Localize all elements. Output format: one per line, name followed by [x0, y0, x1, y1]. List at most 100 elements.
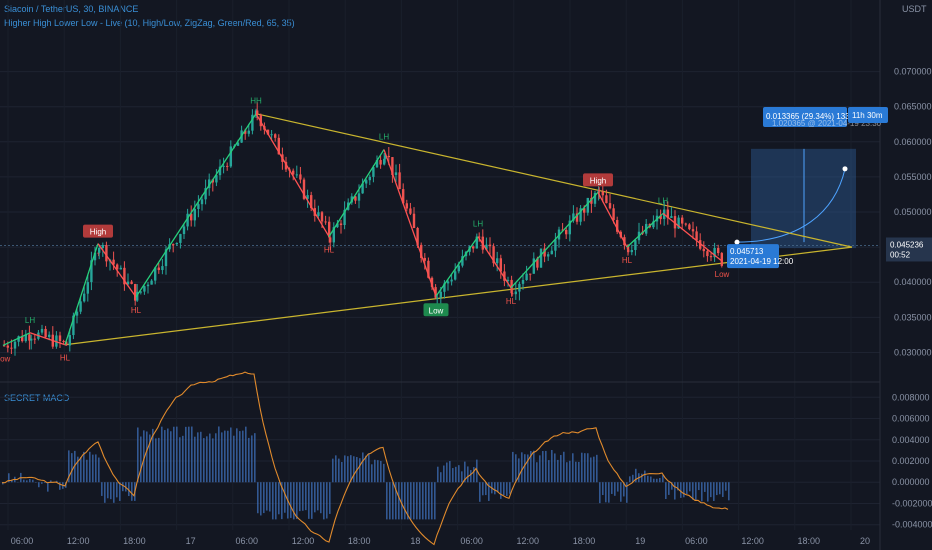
candle-body	[21, 336, 24, 342]
macd-tick-label: 0.002000	[892, 456, 930, 466]
projection-box[interactable]	[0, 148, 880, 249]
candle-body	[98, 248, 101, 253]
macd-bar	[440, 472, 442, 483]
candle-body	[197, 204, 200, 210]
candle-body	[547, 254, 550, 257]
macd-bar	[242, 430, 244, 483]
macd-bar	[575, 461, 577, 483]
macd-bar	[137, 427, 139, 483]
candle-body	[154, 267, 157, 281]
price-axis[interactable]: 0.070000 0.065000 0.060000 0.055000 0.050000…	[894, 4, 932, 357]
candle-body	[24, 334, 27, 342]
candle-body	[139, 291, 142, 293]
macd-bar	[140, 436, 142, 483]
macd-bar	[266, 482, 268, 511]
macd-bar	[263, 482, 265, 514]
macd-bar	[431, 482, 433, 520]
macd-histogram	[1, 371, 730, 546]
candle-body	[204, 188, 207, 200]
candle-body	[211, 179, 214, 183]
candle-body	[598, 189, 601, 192]
candle-body	[123, 267, 126, 285]
candle-body	[496, 258, 499, 264]
candle-body	[10, 347, 13, 349]
candle-body	[247, 130, 250, 134]
macd-bar	[116, 482, 118, 498]
macd-bar	[692, 482, 694, 500]
candle-body	[251, 114, 254, 131]
chart-symbol-title[interactable]: Siacoin / TetherUS, 30, BINANCE	[4, 4, 139, 14]
macd-bar	[683, 482, 685, 498]
price-tick-label: 0.070000	[894, 67, 932, 77]
pivot-label: HH	[250, 97, 262, 106]
macd-bar	[665, 482, 667, 499]
time-axis[interactable]: 06:00 12:00 18:00 17 06:00 12:00 18:00 18 06:00 1…	[11, 536, 870, 546]
macd-bar	[182, 435, 184, 483]
candle-body	[529, 273, 532, 275]
candle-body	[492, 246, 495, 264]
macd-bar	[446, 462, 448, 483]
candle-body	[270, 134, 273, 136]
candle-body	[215, 175, 218, 183]
macd-bar	[230, 427, 232, 483]
macd-bar	[71, 453, 73, 483]
macd-bar	[239, 431, 241, 483]
macd-bar	[107, 482, 109, 499]
macd-bar	[296, 482, 298, 519]
macd-bar	[533, 450, 535, 483]
candle-body	[44, 328, 47, 337]
candle-body	[525, 273, 528, 281]
macd-axis[interactable]: 0.008000 0.006000 0.004000 0.002000 0.000000…	[892, 392, 932, 529]
macd-bar	[89, 451, 91, 483]
candle-body	[143, 286, 146, 292]
candle-body	[119, 267, 122, 270]
macd-bar	[32, 479, 34, 483]
macd-bar	[26, 480, 28, 483]
macd-bar	[161, 426, 163, 483]
macd-bar	[623, 482, 625, 497]
indicator-title[interactable]: Higher High Lower Low - Live (10, High/L…	[4, 18, 295, 28]
macd-bar	[77, 456, 79, 483]
macd-bar	[620, 482, 622, 502]
macd-bar	[236, 428, 238, 483]
zigzag-segment	[64, 243, 99, 345]
macd-bar	[728, 482, 730, 501]
macd-bar	[443, 465, 445, 483]
macd-bar	[488, 482, 490, 501]
candle-body	[229, 146, 232, 167]
macd-bar	[173, 426, 175, 483]
macd-bar	[158, 437, 160, 483]
candle-body	[601, 191, 604, 196]
price-tick-label: 0.060000	[894, 137, 932, 147]
candle-body	[506, 279, 510, 281]
candle-body	[720, 253, 723, 266]
macd-bar	[200, 431, 202, 483]
zigzag-segment	[135, 113, 257, 298]
candle-body	[420, 244, 423, 258]
candle-body	[30, 338, 33, 341]
macd-bar	[281, 482, 283, 520]
candle-body	[677, 217, 680, 229]
candle-body	[306, 195, 309, 199]
candle-body	[446, 281, 450, 284]
macd-pane-title[interactable]: SECRET MACD	[4, 393, 70, 403]
macd-bar	[701, 482, 703, 502]
candle-body	[157, 267, 160, 271]
pivot-label: LH	[658, 196, 668, 205]
macd-bar	[269, 482, 271, 512]
macd-bar	[38, 482, 40, 488]
macd-bar	[689, 482, 691, 492]
macd-bar	[695, 482, 697, 501]
macd-bar	[350, 455, 352, 483]
macd-bar	[80, 457, 82, 483]
macd-bar	[419, 482, 421, 520]
candle-body	[208, 179, 211, 189]
macd-bar	[485, 482, 487, 496]
macd-bar	[422, 482, 424, 520]
macd-bar	[191, 426, 193, 483]
macd-bar	[593, 456, 595, 483]
candle-body	[717, 248, 720, 254]
macd-bar	[599, 482, 601, 504]
projection-curve	[736, 168, 846, 243]
